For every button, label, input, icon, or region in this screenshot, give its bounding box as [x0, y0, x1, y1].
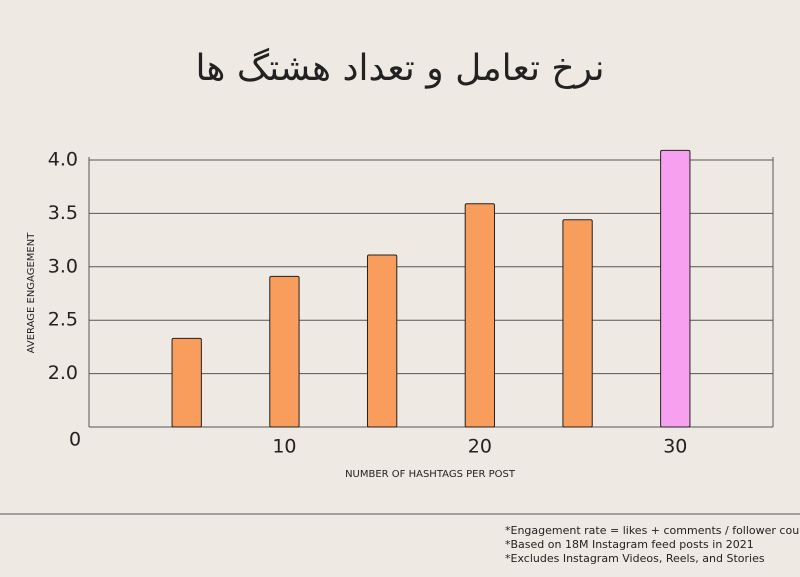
y-axis-label: AVERAGE ENGAGEMENT: [26, 232, 37, 354]
x-axis-label: NUMBER OF HASHTAGS PER POST: [345, 469, 516, 480]
footnote: *Excludes Instagram Videos, Reels, and S…: [505, 552, 765, 565]
origin-label: 0: [69, 429, 81, 451]
x-tick-label: 30: [663, 436, 687, 458]
bar: [464, 203, 496, 428]
bar: [269, 275, 300, 428]
y-tick-label: 2.0: [48, 362, 78, 384]
bar: [171, 337, 202, 428]
y-tick-label: 3.0: [48, 255, 78, 277]
bar: [660, 149, 691, 428]
y-tick-label: 4.0: [48, 149, 78, 171]
bar: [366, 254, 398, 428]
footnote: *Engagement rate = likes + comments / fo…: [505, 524, 800, 537]
bar: [562, 219, 593, 428]
chart-title: نرخ تعامل و تعداد هشتگ ها: [195, 47, 604, 89]
y-tick-label: 2.5: [48, 309, 78, 331]
y-tick-label: 3.5: [48, 202, 78, 224]
x-tick-label: 20: [468, 436, 492, 458]
x-tick-label: 10: [272, 436, 296, 458]
footnote: *Based on 18M Instagram feed posts in 20…: [505, 538, 754, 551]
